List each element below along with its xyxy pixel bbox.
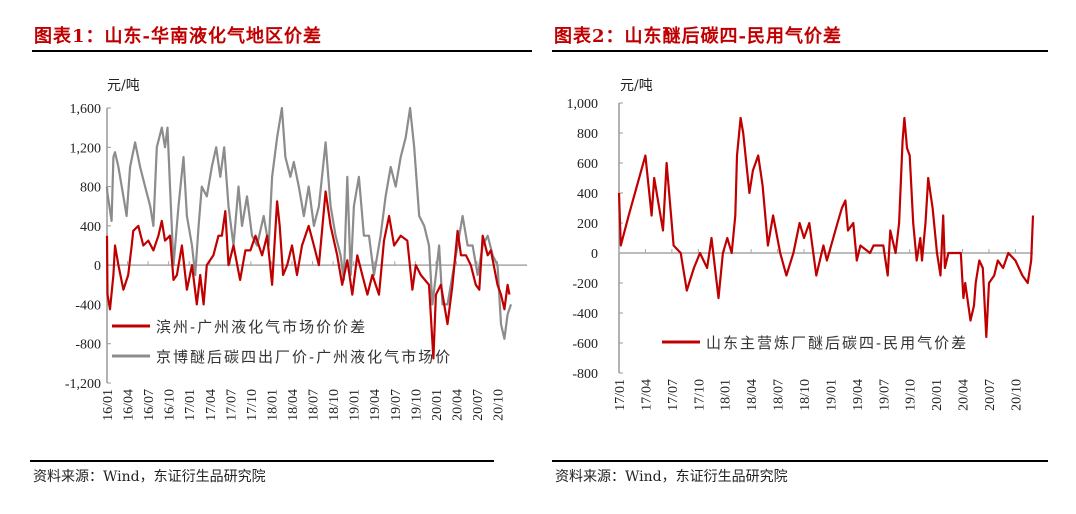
title-divider-1 bbox=[32, 50, 532, 52]
chart1-x-tick-label: 20/04 bbox=[450, 389, 465, 421]
chart2-x-tick-label: 20/01 bbox=[930, 379, 945, 411]
chart2-y-tick-label: -600 bbox=[572, 337, 598, 352]
chart2-y-tick-label: 600 bbox=[577, 157, 598, 172]
chart2-unit-label: 元/吨 bbox=[620, 78, 653, 94]
chart1-x-tick-label: 16/01 bbox=[101, 389, 116, 421]
chart2-x-tick-label: 19/07 bbox=[877, 379, 892, 411]
chart1-x-tick-label: 18/01 bbox=[265, 389, 280, 421]
chart1-x-tick-label: 16/10 bbox=[163, 389, 178, 421]
chart1-y-tick-label: -800 bbox=[75, 338, 101, 353]
chart2-y-tick-label: -400 bbox=[572, 307, 598, 322]
chart2-x-tick-label: 18/10 bbox=[798, 379, 813, 411]
chart2-y-tick-label: -800 bbox=[572, 367, 598, 382]
chart2-title: 图表2：山东醚后碳四-民用气价差 bbox=[554, 26, 842, 47]
chart2-y-tick-label: 0 bbox=[591, 247, 598, 262]
chart1-x-tick-label: 19/10 bbox=[409, 389, 424, 421]
chart1-y-tick-label: -400 bbox=[75, 298, 101, 313]
chart1-series-line-2 bbox=[105, 106, 513, 340]
source-divider-2 bbox=[552, 460, 1048, 462]
chart2-x-tick-label: 20/04 bbox=[957, 379, 972, 411]
chart1-legend-label-2: 京博醚后碳四出厂价-广州液化气市场价 bbox=[156, 348, 452, 366]
chart1-series-line-1 bbox=[105, 190, 511, 360]
chart1-x-tick-label: 20/01 bbox=[430, 389, 445, 421]
chart2-legend-label-1: 山东主营炼厂醚后碳四-民用气价差 bbox=[706, 334, 968, 352]
chart2-y-tick-label: 400 bbox=[577, 187, 598, 202]
chart1-unit-label: 元/吨 bbox=[107, 78, 140, 94]
chart2-x-tick-label: 17/01 bbox=[613, 379, 628, 411]
chart2-y-tick-label: 800 bbox=[577, 127, 598, 142]
title-divider-2 bbox=[552, 50, 1048, 52]
chart1-x-tick-label: 17/10 bbox=[245, 389, 260, 421]
chart2-y-tick-label: -200 bbox=[572, 277, 598, 292]
chart2-x-tick-label: 20/07 bbox=[983, 379, 998, 411]
chart2-x-tick-label: 17/04 bbox=[639, 379, 654, 411]
chart1-y-tick-label: 800 bbox=[80, 181, 101, 196]
chart2-x-tick-label: 19/10 bbox=[904, 379, 919, 411]
chart1-x-tick-label: 16/04 bbox=[122, 389, 137, 421]
chart1-x-tick-label: 17/07 bbox=[224, 389, 239, 421]
chart1-x-tick-label: 17/01 bbox=[183, 389, 198, 421]
chart1-x-tick-label: 18/10 bbox=[327, 389, 342, 421]
chart2-x-tick-label: 19/04 bbox=[851, 379, 866, 411]
chart1-x-tick-label: 18/04 bbox=[286, 389, 301, 421]
chart1-x-tick-label: 19/01 bbox=[348, 389, 363, 421]
chart2-y-tick-label: 200 bbox=[577, 217, 598, 232]
chart2-series-line-1 bbox=[617, 116, 1035, 339]
chart1-x-tick-label: 18/07 bbox=[307, 389, 322, 421]
chart1-x-tick-label: 19/04 bbox=[368, 389, 383, 421]
chart2-x-tick-label: 18/04 bbox=[745, 379, 760, 411]
chart1-x-tick-label: 20/10 bbox=[492, 389, 507, 421]
chart1-y-tick-label: 1,600 bbox=[70, 102, 102, 117]
chart1-x-tick-label: 17/04 bbox=[204, 389, 219, 421]
chart1-y-tick-label: 0 bbox=[94, 259, 101, 274]
chart2-x-tick-label: 17/07 bbox=[666, 379, 681, 411]
chart1-x-tick-label: 19/07 bbox=[389, 389, 404, 421]
chart2-x-tick-label: 17/10 bbox=[692, 379, 707, 411]
chart2-source: 资料来源：Wind，东证衍生品研究院 bbox=[555, 469, 788, 485]
chart1-y-tick-label: 400 bbox=[80, 220, 101, 235]
chart2-x-tick-label: 18/01 bbox=[719, 379, 734, 411]
source-divider-1 bbox=[30, 460, 494, 462]
chart2-y-tick-label: 1,000 bbox=[567, 97, 599, 112]
chart2-x-tick-label: 18/07 bbox=[772, 379, 787, 411]
chart1-y-tick-label: -1,200 bbox=[65, 377, 101, 392]
chart2-x-tick-label: 20/10 bbox=[1009, 379, 1024, 411]
chart1-x-tick-label: 16/07 bbox=[142, 389, 157, 421]
chart1-legend-label-1: 滨州-广州液化气市场价价差 bbox=[156, 318, 367, 336]
chart1-source: 资料来源：Wind，东证衍生品研究院 bbox=[33, 469, 266, 485]
chart1-y-tick-label: 1,200 bbox=[70, 141, 102, 156]
chart1-title: 图表1：山东-华南液化气地区价差 bbox=[34, 26, 322, 47]
chart1-x-tick-label: 20/07 bbox=[471, 389, 486, 421]
chart2-x-tick-label: 19/01 bbox=[824, 379, 839, 411]
